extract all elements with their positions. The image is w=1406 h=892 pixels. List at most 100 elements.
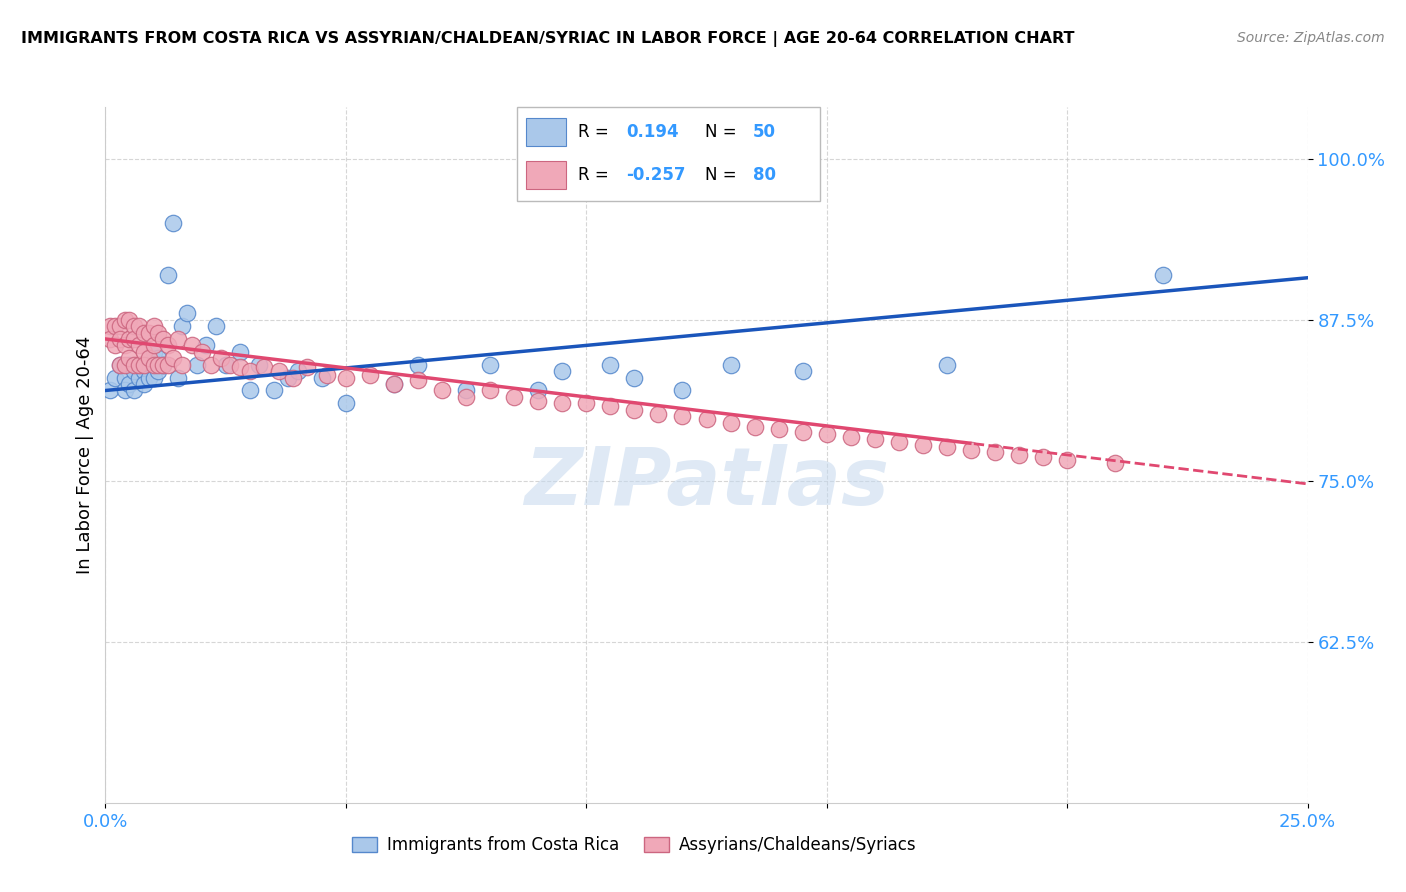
Point: [148, 358, 170, 372]
Point: [118, 351, 141, 366]
Point: [744, 419, 766, 434]
Text: 80: 80: [754, 167, 776, 185]
Text: ZIPatlas: ZIPatlas: [524, 443, 889, 522]
Point: [142, 319, 165, 334]
Point: [551, 396, 574, 410]
Point: [1152, 268, 1174, 282]
Point: [132, 358, 155, 372]
Point: [108, 358, 131, 372]
Point: [104, 319, 127, 334]
Point: [108, 332, 131, 346]
Point: [382, 377, 405, 392]
Point: [792, 425, 814, 439]
Point: [454, 384, 477, 398]
Point: [297, 360, 319, 375]
Point: [142, 370, 165, 384]
Point: [156, 358, 179, 372]
Point: [205, 319, 228, 334]
Point: [118, 377, 141, 392]
Text: 50: 50: [754, 123, 776, 141]
Point: [142, 344, 165, 359]
Point: [132, 326, 155, 340]
FancyBboxPatch shape: [517, 107, 820, 201]
Point: [247, 358, 270, 372]
Text: 0.194: 0.194: [626, 123, 679, 141]
Point: [647, 407, 669, 421]
Point: [229, 360, 252, 375]
Point: [229, 344, 252, 359]
Point: [118, 358, 141, 372]
Point: [172, 358, 194, 372]
Point: [156, 268, 179, 282]
Point: [128, 358, 150, 372]
Point: [599, 399, 621, 413]
Point: [209, 351, 232, 366]
Point: [239, 384, 262, 398]
Point: [792, 364, 814, 378]
Point: [98, 384, 121, 398]
Point: [267, 364, 290, 378]
Point: [277, 370, 299, 384]
Text: Source: ZipAtlas.com: Source: ZipAtlas.com: [1237, 31, 1385, 45]
Point: [156, 338, 179, 352]
Point: [124, 332, 146, 346]
Point: [1008, 448, 1031, 462]
Point: [166, 370, 188, 384]
Point: [114, 312, 136, 326]
Point: [114, 370, 136, 384]
Point: [148, 351, 170, 366]
Point: [138, 351, 160, 366]
Point: [311, 370, 333, 384]
Point: [152, 358, 174, 372]
Point: [114, 338, 136, 352]
Point: [768, 422, 790, 436]
Point: [960, 442, 983, 457]
Point: [936, 358, 959, 372]
Point: [138, 370, 160, 384]
Point: [114, 358, 136, 372]
Point: [98, 332, 121, 346]
Point: [623, 402, 645, 417]
Point: [406, 358, 429, 372]
Point: [172, 319, 194, 334]
Point: [104, 338, 127, 352]
Point: [239, 364, 262, 378]
Point: [623, 370, 645, 384]
Point: [132, 344, 155, 359]
Point: [118, 332, 141, 346]
Point: [219, 358, 242, 372]
Point: [863, 433, 886, 447]
Point: [200, 358, 222, 372]
Point: [148, 326, 170, 340]
Point: [1104, 456, 1126, 470]
Point: [263, 384, 285, 398]
FancyBboxPatch shape: [526, 161, 565, 189]
Point: [359, 368, 381, 382]
Text: -0.257: -0.257: [626, 167, 686, 185]
Point: [479, 384, 502, 398]
Point: [720, 416, 742, 430]
Point: [479, 358, 502, 372]
Point: [454, 390, 477, 404]
Point: [152, 332, 174, 346]
Point: [98, 319, 121, 334]
Point: [152, 358, 174, 372]
Point: [527, 384, 550, 398]
Point: [839, 430, 862, 444]
Point: [551, 364, 574, 378]
Point: [984, 445, 1007, 459]
Point: [911, 437, 934, 451]
FancyBboxPatch shape: [526, 119, 565, 146]
Point: [128, 319, 150, 334]
Point: [128, 370, 150, 384]
Point: [214, 358, 236, 372]
Point: [190, 344, 212, 359]
Point: [430, 384, 453, 398]
Point: [720, 358, 742, 372]
Point: [138, 358, 160, 372]
Point: [124, 358, 146, 372]
Text: IMMIGRANTS FROM COSTA RICA VS ASSYRIAN/CHALDEAN/SYRIAC IN LABOR FORCE | AGE 20-6: IMMIGRANTS FROM COSTA RICA VS ASSYRIAN/C…: [21, 31, 1074, 47]
Point: [335, 396, 357, 410]
Point: [382, 377, 405, 392]
Text: N =: N =: [704, 167, 742, 185]
